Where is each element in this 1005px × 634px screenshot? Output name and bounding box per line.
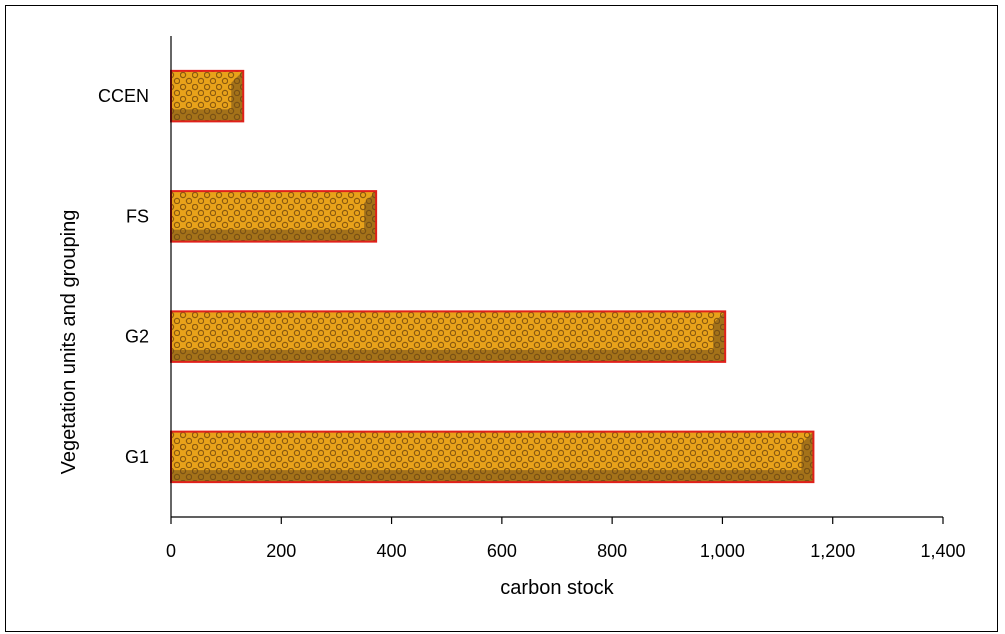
y-category-label: CCEN — [98, 86, 149, 106]
bar-bevel-shadow — [171, 191, 377, 242]
bar-bevel-shadow — [171, 70, 244, 122]
bar-bevel-shadow — [171, 311, 726, 362]
y-axis-title: Vegetation units and grouping — [58, 210, 80, 475]
x-tick-label: 1,400 — [920, 541, 965, 561]
x-axis-title: carbon stock — [500, 577, 614, 599]
bar-g2 — [170, 310, 727, 363]
x-tick-label: 400 — [377, 541, 407, 561]
bar-fs — [170, 190, 378, 243]
x-tick-label: 1,200 — [810, 541, 855, 561]
y-category-label: G2 — [125, 327, 149, 347]
x-tick-label: 0 — [166, 541, 176, 561]
bar-bevel-shadow — [171, 431, 814, 483]
x-ticks: 0 200 400 600 800 1,000 1,200 1,400 — [166, 517, 966, 561]
bar-g1 — [170, 430, 815, 484]
axes — [170, 36, 943, 518]
x-tick-label: 1,000 — [700, 541, 745, 561]
y-category-label: G1 — [125, 447, 149, 467]
bars — [170, 69, 815, 484]
y-category-label: FS — [126, 206, 149, 226]
bar-ccen — [170, 69, 245, 123]
x-tick-label: 600 — [487, 541, 517, 561]
x-tick-label: 800 — [597, 541, 627, 561]
x-tick-label: 200 — [266, 541, 296, 561]
y-category-labels: G1 G2 FS CCEN — [98, 86, 149, 467]
